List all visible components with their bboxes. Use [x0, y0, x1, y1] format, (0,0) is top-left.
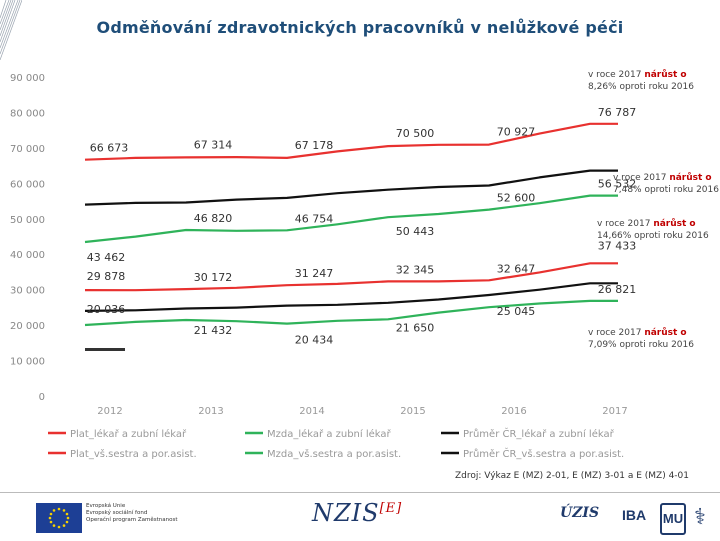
- data-label: 20 434: [295, 334, 334, 347]
- annotation-line1: v roce 2017 nárůst o: [588, 327, 687, 338]
- y-tick-label: 60 000: [10, 179, 45, 190]
- annotation-highlight: nárůst o: [644, 69, 686, 80]
- y-tick-label: 10 000: [10, 357, 45, 368]
- uzis-logo: ÚZIS: [560, 505, 600, 521]
- annotation-prefix: v roce 2017: [588, 328, 644, 338]
- y-tick-label: 40 000: [10, 250, 45, 261]
- legend-label: Mzda_vš.sestra a por.asist.: [267, 448, 401, 460]
- y-axis: 0 10 000 20 000 30 000 40 000 50 000 60 000 70 …: [10, 73, 45, 403]
- x-tick-label: 2013: [198, 406, 223, 417]
- corner-stripes: [0, 0, 22, 60]
- eu-flag-icon: [36, 503, 82, 533]
- data-label: 52 600: [497, 192, 536, 205]
- eu-line: Operační program Zaměstnanost: [86, 517, 178, 523]
- annotation-line2: 7,48% oproti roku 2016: [613, 185, 719, 195]
- y-tick-label: 70 000: [10, 144, 45, 155]
- eu-line: Evropský sociální fond: [86, 510, 148, 516]
- nzis-logo: NZIS[E]: [312, 499, 402, 527]
- data-label: 29 878: [87, 270, 126, 283]
- data-label: 50 443: [396, 225, 435, 238]
- x-tick-label: 2012: [97, 406, 122, 417]
- legend-label: Mzda_lékař a zubní lékař: [267, 428, 392, 440]
- source-note: Zdroj: Výkaz E (MZ) 2-01, E (MZ) 3-01 a …: [455, 471, 689, 481]
- data-label: 31 247: [295, 267, 334, 280]
- page-title: Odměňování zdravotnických pracovníků v n…: [96, 18, 624, 37]
- series-line: [84, 282, 618, 312]
- data-label: 32 647: [497, 262, 536, 275]
- highlight-marker: [85, 348, 125, 351]
- series-line: [84, 299, 618, 327]
- data-label: 56 532: [598, 178, 637, 191]
- data-label: 25 045: [497, 305, 536, 318]
- data-label: 21 432: [194, 324, 233, 337]
- y-tick-label: 30 000: [10, 286, 45, 297]
- data-label: 67 178: [295, 139, 334, 152]
- annotation-highlight: nárůst o: [669, 172, 711, 183]
- data-label: 70 927: [497, 126, 536, 139]
- nzis-logo-text: NZIS: [312, 499, 380, 527]
- data-label: 76 787: [598, 106, 637, 119]
- annotation-highlight: nárůst o: [653, 218, 695, 229]
- y-tick-label: 80 000: [10, 108, 45, 119]
- y-tick-label: 90 000: [10, 73, 45, 84]
- mzcr-emblem-icon: ⚕: [694, 505, 706, 530]
- data-labels: 66 673 67 314 67 178 70 500 70 927 76 787 43 4…: [87, 106, 637, 347]
- legend-label: Průměr ČR_vš.sestra a por.asist.: [463, 447, 624, 460]
- nzis-logo-sup: [E]: [379, 501, 403, 516]
- x-axis: 2012 2013 2014 2015 2016 2017: [97, 406, 627, 417]
- mu-logo: MU: [660, 503, 686, 535]
- data-label: 32 345: [396, 263, 435, 276]
- y-tick-label: 50 000: [10, 215, 45, 226]
- footer: Evropská Unie Evropský sociální fond Ope…: [0, 492, 720, 541]
- annotation-line2: 7,09% oproti roku 2016: [588, 340, 694, 350]
- eu-text: Evropská Unie Evropský sociální fond Ope…: [86, 503, 177, 524]
- data-label: 20 036: [87, 303, 126, 316]
- data-label: 43 462: [87, 251, 126, 264]
- series-line: [84, 194, 618, 244]
- data-label: 37 433: [598, 239, 637, 252]
- annotation-prefix: v roce 2017: [613, 173, 669, 183]
- y-tick-label: 20 000: [10, 321, 45, 332]
- legend-label: Plat_vš.sestra a por.asist.: [70, 448, 197, 460]
- x-tick-label: 2016: [501, 406, 526, 417]
- annotations: v roce 2017 nárůst o 8,26% oproti roku 20…: [588, 69, 719, 350]
- legend-label: Průměr ČR_lékař a zubní lékař: [463, 427, 615, 440]
- annotation-line1: v roce 2017 nárůst o: [597, 218, 696, 229]
- x-tick-label: 2015: [400, 406, 425, 417]
- y-tick-label: 0: [39, 392, 45, 403]
- data-label: 70 500: [396, 127, 435, 140]
- annotation-line2: 8,26% oproti roku 2016: [588, 82, 694, 92]
- data-label: 21 650: [396, 321, 435, 334]
- series-line: [84, 169, 618, 206]
- line-chart: 0 10 000 20 000 30 000 40 000 50 000 60 000 70 …: [10, 69, 719, 460]
- annotation-line1: v roce 2017 nárůst o: [613, 172, 712, 183]
- series-line: [84, 122, 618, 161]
- data-label: 26 821: [598, 283, 637, 296]
- annotation-prefix: v roce 2017: [597, 219, 653, 229]
- series-line: [84, 262, 618, 292]
- data-label: 66 673: [90, 142, 129, 155]
- legend: Plat_lékař a zubní lékař Mzda_lékař a zub…: [48, 427, 624, 460]
- eu-line: Evropská Unie: [86, 503, 126, 509]
- annotation-line2: 14,66% oproti roku 2016: [597, 231, 709, 241]
- annotation-prefix: v roce 2017: [588, 70, 644, 80]
- data-label: 46 754: [295, 212, 334, 225]
- legend-label: Plat_lékař a zubní lékař: [70, 428, 187, 440]
- data-label: 30 172: [194, 271, 233, 284]
- iba-logo: IBA: [622, 507, 647, 523]
- data-label: 67 314: [194, 138, 233, 151]
- series-lines: [84, 122, 618, 327]
- x-tick-label: 2014: [299, 406, 324, 417]
- data-label: 46 820: [194, 212, 233, 225]
- annotation-line1: v roce 2017 nárůst o: [588, 69, 687, 80]
- x-tick-label: 2017: [602, 406, 627, 417]
- annotation-highlight: nárůst o: [644, 327, 686, 338]
